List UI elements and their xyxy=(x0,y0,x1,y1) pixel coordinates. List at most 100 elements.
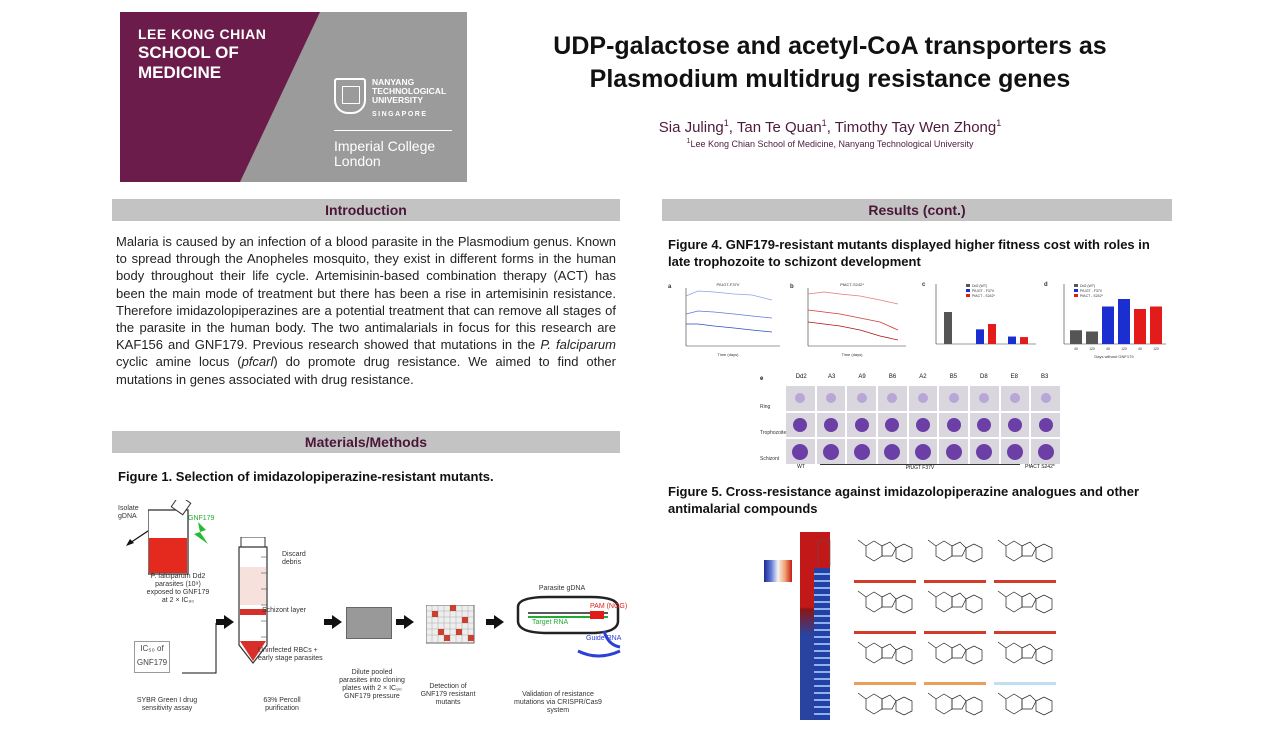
bar-c-1-1 xyxy=(976,329,984,344)
bar-d-1-3 xyxy=(1118,299,1130,344)
compound-structure xyxy=(992,682,1058,732)
guide-rna-label: Guide RNA xyxy=(586,635,622,642)
step-2-label: 63% Percoll purification xyxy=(263,697,301,713)
author-list: Sia Juling1, Tan Te Quan1, Timothy Tay W… xyxy=(658,118,1002,136)
svg-text:Dd2 (WT): Dd2 (WT) xyxy=(1080,284,1095,288)
micrograph-cell xyxy=(847,412,876,438)
micrograph-col-8: B3 xyxy=(1041,374,1049,380)
author-2: Tan Te Quan xyxy=(736,119,822,136)
svg-text:a: a xyxy=(668,284,672,290)
svg-text:PfACT-S242*: PfACT-S242* xyxy=(840,282,864,287)
parasites-label: P. falciparum Dd2 parasites (10⁹) expose… xyxy=(146,573,210,605)
affiliation: 1Lee Kong Chian School of Medicine, Nany… xyxy=(686,138,974,149)
uninfected-label: Uninfected RBCs + early stage parasites xyxy=(258,647,323,663)
svg-text:Time (days): Time (days) xyxy=(842,352,864,357)
figure-1-diagram: Isolate gDNA GNF179 P. falciparum Dd2 pa… xyxy=(112,495,632,720)
bar-d-0-0 xyxy=(1070,330,1082,344)
compound-structure xyxy=(922,580,988,630)
group-act-label: PfACT S242* xyxy=(1025,464,1055,470)
svg-text:c: c xyxy=(922,282,926,288)
step-1-label: SYBR Green I drug sensitivity assay xyxy=(136,697,198,713)
micrograph-cell xyxy=(816,439,846,464)
ntu-line-1: NANYANG xyxy=(372,77,415,87)
step-4-label: Detection of GNF179 resistant mutants xyxy=(420,683,476,707)
introduction-header: Introduction xyxy=(112,199,620,221)
heatmap-color-scale xyxy=(764,560,792,582)
fig4-panel-e-micrographs: e Dd2 A3 A9 B6 A2 B5 D8 E8 B3 Ring Trophozoite S… xyxy=(760,374,1060,474)
micrograph-col-6: D8 xyxy=(980,374,988,380)
ntu-line-2: TECHNOLOGICAL xyxy=(372,85,447,96)
svg-text:d: d xyxy=(1044,282,1048,288)
compound-structure xyxy=(922,631,988,681)
bar-c-0-0 xyxy=(944,312,952,344)
group-wt-label: WT xyxy=(797,464,805,470)
tick-d-5: 120 xyxy=(1153,347,1159,351)
fig4-panel-a-line-chart: a PfUGT-F37V Time (days) xyxy=(668,282,780,357)
micrograph-grid xyxy=(786,386,1060,464)
micrograph-col-2: A9 xyxy=(858,374,866,380)
compound-structure xyxy=(922,532,988,579)
svg-text:Time (days): Time (days) xyxy=(718,352,740,357)
mutant-plate-icon xyxy=(426,605,475,644)
svg-text:PfACT - S242*: PfACT - S242* xyxy=(972,294,996,298)
results-header: Results (cont.) xyxy=(662,199,1172,221)
micrograph-cell xyxy=(969,412,999,438)
parasite-gdna-label: Parasite gDNA xyxy=(538,585,586,592)
step-5-label: Validation of resistance mutations via C… xyxy=(514,691,602,715)
micrograph-cell xyxy=(908,386,938,411)
figure-5-image xyxy=(760,524,1060,720)
lkc-school-name: LEE KONG CHIAN SCHOOL OF MEDICINE xyxy=(138,26,266,84)
micrograph-cell xyxy=(786,412,815,438)
svg-text:PfACT - S242*: PfACT - S242* xyxy=(1080,294,1104,298)
bar-d-1-2 xyxy=(1102,306,1114,344)
compound-structure xyxy=(992,532,1058,579)
micrograph-cell xyxy=(877,439,907,464)
svg-text:Days without GNF179: Days without GNF179 xyxy=(1094,354,1134,359)
compound-structure xyxy=(922,682,988,732)
figure-1-caption: Figure 1. Selection of imidazolopiperazi… xyxy=(118,469,494,484)
imperial-line-2: London xyxy=(334,152,381,169)
isolate-gdna-label: Isolate gDNA xyxy=(118,505,139,521)
svg-text:PfUGT - F37V: PfUGT - F37V xyxy=(972,289,995,293)
micrograph-col-7: E8 xyxy=(1010,374,1018,380)
micrograph-cell xyxy=(786,386,815,411)
fig4-panel-c-bar-chart: c Dd2 (WT) PfUGT - F37V PfACT - S242* xyxy=(922,282,1036,345)
ntu-line-3: UNIVERSITY xyxy=(372,94,424,105)
micrograph-cell xyxy=(1031,412,1060,438)
micrograph-cell xyxy=(847,439,876,464)
fig4-panel-b-line-chart: b PfACT-S242* Time (days) xyxy=(790,282,906,357)
micrograph-cell xyxy=(908,412,938,438)
centrifuge-tube-icon xyxy=(238,537,268,664)
compound-structure xyxy=(992,580,1058,630)
ntu-singapore: SINGAPORE xyxy=(372,111,428,118)
compound-structure xyxy=(852,682,918,732)
crispr-diagram-icon xyxy=(516,595,621,658)
micrograph-cell xyxy=(908,439,938,464)
tick-d-1: 120 xyxy=(1089,347,1095,351)
micrograph-cell xyxy=(1000,439,1030,464)
micrograph-cell xyxy=(1000,412,1030,438)
school-line-2: SCHOOL OF xyxy=(138,42,239,62)
school-line-3: MEDICINE xyxy=(138,63,222,83)
micrograph-cell xyxy=(816,412,846,438)
ic50-box: IC₅₀ of GNF179 xyxy=(134,641,170,673)
micrograph-column-labels: Dd2 A3 A9 B6 A2 B5 D8 E8 B3 xyxy=(786,374,1060,384)
logo-divider xyxy=(334,130,452,131)
bar-d-2-5 xyxy=(1150,306,1162,344)
target-rna-label: Target RNA xyxy=(532,619,569,626)
pam-label: PAM (NGG) xyxy=(590,603,628,610)
micrograph-cell xyxy=(939,439,968,464)
loop-connector xyxy=(182,623,217,674)
bar-c-2-2 xyxy=(1020,337,1028,344)
dendrogram xyxy=(817,539,831,566)
cloning-plate-icon xyxy=(346,607,392,639)
fig4-panel-d-bar-chart: d 40 120 40 120 40 120 Dd2 (WT) PfUGT - F37V … xyxy=(1044,282,1166,359)
gnf179-label: GNF179 xyxy=(188,515,215,522)
svg-text:PfUGT - F37V: PfUGT - F37V xyxy=(1080,289,1103,293)
micrograph-col-1: A3 xyxy=(827,374,836,380)
compound-structure xyxy=(992,631,1058,681)
institution-logo: LEE KONG CHIAN SCHOOL OF MEDICINE NANYAN… xyxy=(120,12,467,182)
author-3: Timothy Tay Wen Zhong xyxy=(834,119,997,136)
tick-d-3: 120 xyxy=(1121,347,1127,351)
micrograph-col-4: A2 xyxy=(919,374,927,380)
